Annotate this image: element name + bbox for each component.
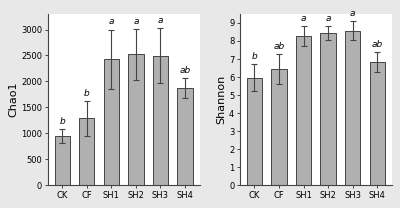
Bar xyxy=(370,62,385,185)
Bar xyxy=(55,136,70,185)
Bar xyxy=(296,36,311,185)
Y-axis label: Chao1: Chao1 xyxy=(8,82,18,117)
Bar xyxy=(128,54,144,185)
Text: ab: ab xyxy=(372,40,383,49)
Bar xyxy=(271,69,286,185)
Text: a: a xyxy=(158,16,163,25)
Text: a: a xyxy=(133,17,139,26)
Bar xyxy=(79,118,94,185)
Text: a: a xyxy=(325,14,331,23)
Bar xyxy=(247,78,262,185)
Text: ab: ab xyxy=(273,42,284,51)
Text: b: b xyxy=(60,116,65,125)
Bar xyxy=(320,33,336,185)
Bar xyxy=(345,31,360,185)
Text: b: b xyxy=(252,52,257,61)
Bar xyxy=(178,88,193,185)
Bar xyxy=(153,56,168,185)
Y-axis label: Shannon: Shannon xyxy=(216,75,226,124)
Bar xyxy=(104,59,119,185)
Text: ab: ab xyxy=(180,66,191,75)
Text: b: b xyxy=(84,88,90,98)
Text: a: a xyxy=(301,14,306,23)
Text: a: a xyxy=(350,9,355,17)
Text: a: a xyxy=(109,17,114,26)
